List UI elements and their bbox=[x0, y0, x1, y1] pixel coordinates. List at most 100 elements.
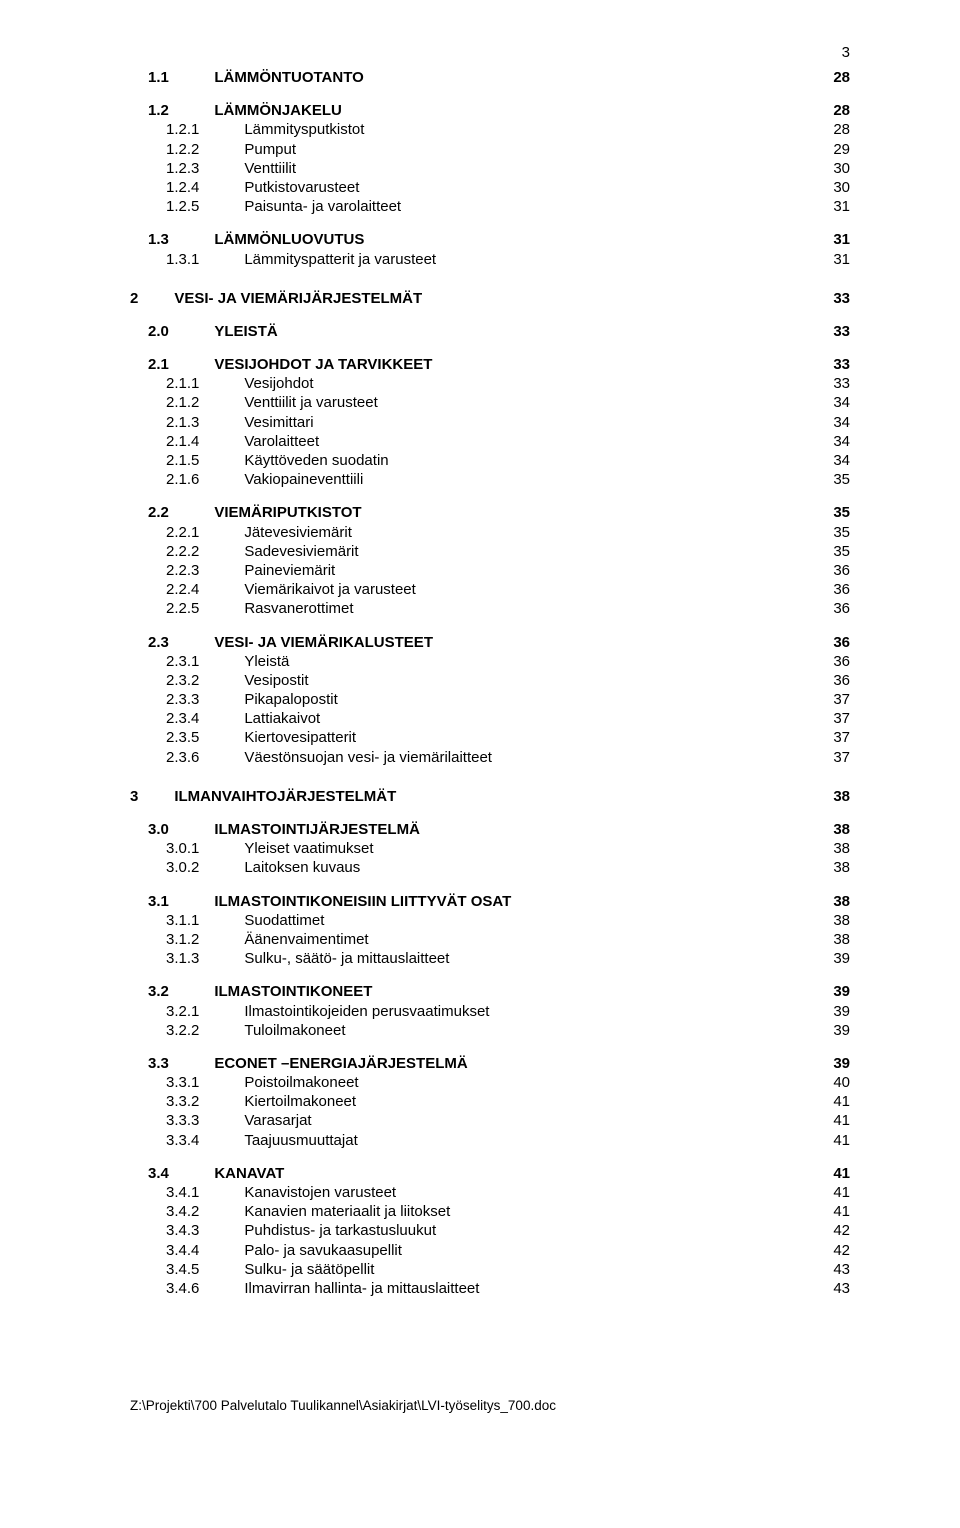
toc-row: 2.1.1 Vesijohdot33 bbox=[130, 374, 850, 393]
toc-page: 38 bbox=[833, 839, 850, 858]
toc-title: Sadevesiviemärit bbox=[244, 542, 358, 561]
toc-number: 1.2.2 bbox=[166, 140, 236, 159]
toc-page: 28 bbox=[833, 101, 850, 120]
toc-title: ILMANVAIHTOJÄRJESTELMÄT bbox=[174, 787, 396, 806]
toc-page: 39 bbox=[833, 1054, 850, 1073]
toc-title: Kanavien materiaalit ja liitokset bbox=[244, 1202, 450, 1221]
toc-title: Kiertoilmakoneet bbox=[244, 1092, 356, 1111]
toc-row: 3.1.2 Äänenvaimentimet38 bbox=[130, 930, 850, 949]
toc-number: 3.4.2 bbox=[166, 1202, 236, 1221]
toc-title: Yleistä bbox=[244, 652, 289, 671]
toc-row: 2.1.5 Käyttöveden suodatin34 bbox=[130, 451, 850, 470]
toc-title: Tuloilmakoneet bbox=[244, 1021, 345, 1040]
toc-number: 3.0.2 bbox=[166, 858, 236, 877]
toc-title: ILMASTOINTIKONEISIIN LIITTYVÄT OSAT bbox=[214, 892, 511, 911]
toc-number: 2.3.1 bbox=[166, 652, 236, 671]
toc-page: 42 bbox=[833, 1221, 850, 1240]
toc-page: 41 bbox=[833, 1111, 850, 1130]
toc-row: 3.0 ILMASTOINTIJÄRJESTELMÄ38 bbox=[130, 820, 850, 839]
toc-title: ILMASTOINTIKONEET bbox=[214, 982, 372, 1001]
toc-title: Taajuusmuuttajat bbox=[244, 1131, 357, 1150]
toc-row: 2.1 VESIJOHDOT JA TARVIKKEET 33 bbox=[130, 355, 850, 374]
toc-title: Puhdistus- ja tarkastusluukut bbox=[244, 1221, 436, 1240]
toc-number: 3.3 bbox=[148, 1054, 206, 1073]
toc-number: 2.1.3 bbox=[166, 413, 236, 432]
toc-row: 3.3.3 Varasarjat 41 bbox=[130, 1111, 850, 1130]
toc-page: 42 bbox=[833, 1241, 850, 1260]
toc-row: 2.2.4 Viemärikaivot ja varusteet36 bbox=[130, 580, 850, 599]
toc-number: 3.0.1 bbox=[166, 839, 236, 858]
toc-title: Lämmitysputkistot bbox=[244, 120, 364, 139]
toc-row: 2.2.5 Rasvanerottimet36 bbox=[130, 599, 850, 618]
toc-row: 3.4.1 Kanavistojen varusteet41 bbox=[130, 1183, 850, 1202]
toc-page: 34 bbox=[833, 432, 850, 451]
toc-page: 39 bbox=[833, 949, 850, 968]
toc-page: 41 bbox=[833, 1164, 850, 1183]
toc-number: 1.2.3 bbox=[166, 159, 236, 178]
toc-page: 36 bbox=[833, 633, 850, 652]
toc-row: 3.2.1 Ilmastointikojeiden perusvaatimuks… bbox=[130, 1002, 850, 1021]
toc-title: Ilmavirran hallinta- ja mittauslaitteet bbox=[244, 1279, 479, 1298]
toc-page: 38 bbox=[833, 820, 850, 839]
toc-page: 38 bbox=[833, 930, 850, 949]
toc-number: 2.1.6 bbox=[166, 470, 236, 489]
toc-number: 1.2.4 bbox=[166, 178, 236, 197]
toc-row: 2.0 YLEISTÄ33 bbox=[130, 322, 850, 341]
toc-row: 3.4.4 Palo- ja savukaasupellit 42 bbox=[130, 1241, 850, 1260]
toc-row: 2.1.6 Vakiopaineventtiili35 bbox=[130, 470, 850, 489]
toc-number: 1.2.5 bbox=[166, 197, 236, 216]
toc-page: 41 bbox=[833, 1092, 850, 1111]
toc-page: 38 bbox=[833, 892, 850, 911]
toc-number: 3.4.5 bbox=[166, 1260, 236, 1279]
toc-number: 3.3.2 bbox=[166, 1092, 236, 1111]
toc-number: 3.3.1 bbox=[166, 1073, 236, 1092]
toc-title: Sulku- ja säätöpellit bbox=[244, 1260, 374, 1279]
toc-title: Poistoilmakoneet bbox=[244, 1073, 358, 1092]
toc-row: 1.2.3 Venttiilit30 bbox=[130, 159, 850, 178]
toc-page: 37 bbox=[833, 709, 850, 728]
toc-title: Palo- ja savukaasupellit bbox=[244, 1241, 402, 1260]
toc-title: Vesipostit bbox=[244, 671, 308, 690]
toc-row: 1.2.2 Pumput29 bbox=[130, 140, 850, 159]
toc-row: 1.3.1 Lämmityspatterit ja varusteet31 bbox=[130, 250, 850, 269]
toc-number: 1.3 bbox=[148, 230, 206, 249]
toc-page: 34 bbox=[833, 413, 850, 432]
toc-page: 33 bbox=[833, 355, 850, 374]
toc-title: ECONET –ENERGIAJÄRJESTELMÄ bbox=[214, 1054, 467, 1073]
toc-page: 40 bbox=[833, 1073, 850, 1092]
toc-number: 3.2.2 bbox=[166, 1021, 236, 1040]
toc-row: 2.3.3 Pikapalopostit37 bbox=[130, 690, 850, 709]
toc-number: 2.3.2 bbox=[166, 671, 236, 690]
toc-page: 33 bbox=[833, 374, 850, 393]
toc-page: 37 bbox=[833, 748, 850, 767]
toc-title: Lattiakaivot bbox=[244, 709, 320, 728]
toc-row: 2 VESI- JA VIEMÄRIJÄRJESTELMÄT33 bbox=[130, 289, 850, 308]
toc-title: VESI- JA VIEMÄRIKALUSTEET bbox=[214, 633, 433, 652]
toc-title: VESIJOHDOT JA TARVIKKEET bbox=[214, 355, 432, 374]
toc-row: 2.3 VESI- JA VIEMÄRIKALUSTEET36 bbox=[130, 633, 850, 652]
toc-page: 36 bbox=[833, 599, 850, 618]
toc-title: Pumput bbox=[244, 140, 296, 159]
toc-row: 3.3.4 Taajuusmuuttajat41 bbox=[130, 1131, 850, 1150]
toc-number: 3.1.3 bbox=[166, 949, 236, 968]
toc-number: 3.4.4 bbox=[166, 1241, 236, 1260]
toc-number: 3.3.3 bbox=[166, 1111, 236, 1130]
toc-number: 2.3.3 bbox=[166, 690, 236, 709]
footer-path: Z:\Projekti\700 Palvelutalo Tuulikannel\… bbox=[130, 1398, 850, 1413]
toc-title: Venttiilit bbox=[244, 159, 296, 178]
toc-page: 31 bbox=[833, 250, 850, 269]
toc-row: 2.3.4 Lattiakaivot37 bbox=[130, 709, 850, 728]
toc-row: 3.4 KANAVAT41 bbox=[130, 1164, 850, 1183]
toc-number: 2.1 bbox=[148, 355, 206, 374]
toc-row: 2.3.2 Vesipostit36 bbox=[130, 671, 850, 690]
toc-title: Väestönsuojan vesi- ja viemärilaitteet bbox=[244, 748, 492, 767]
toc-number: 2.1.5 bbox=[166, 451, 236, 470]
toc-page: 28 bbox=[833, 120, 850, 139]
toc-number: 2.3.6 bbox=[166, 748, 236, 767]
toc-title: Putkistovarusteet bbox=[244, 178, 359, 197]
toc-page: 33 bbox=[833, 322, 850, 341]
toc-row: 2.2 VIEMÄRIPUTKISTOT35 bbox=[130, 503, 850, 522]
toc-number: 3.2.1 bbox=[166, 1002, 236, 1021]
toc-title: Varasarjat bbox=[244, 1111, 311, 1130]
toc-page: 35 bbox=[833, 470, 850, 489]
